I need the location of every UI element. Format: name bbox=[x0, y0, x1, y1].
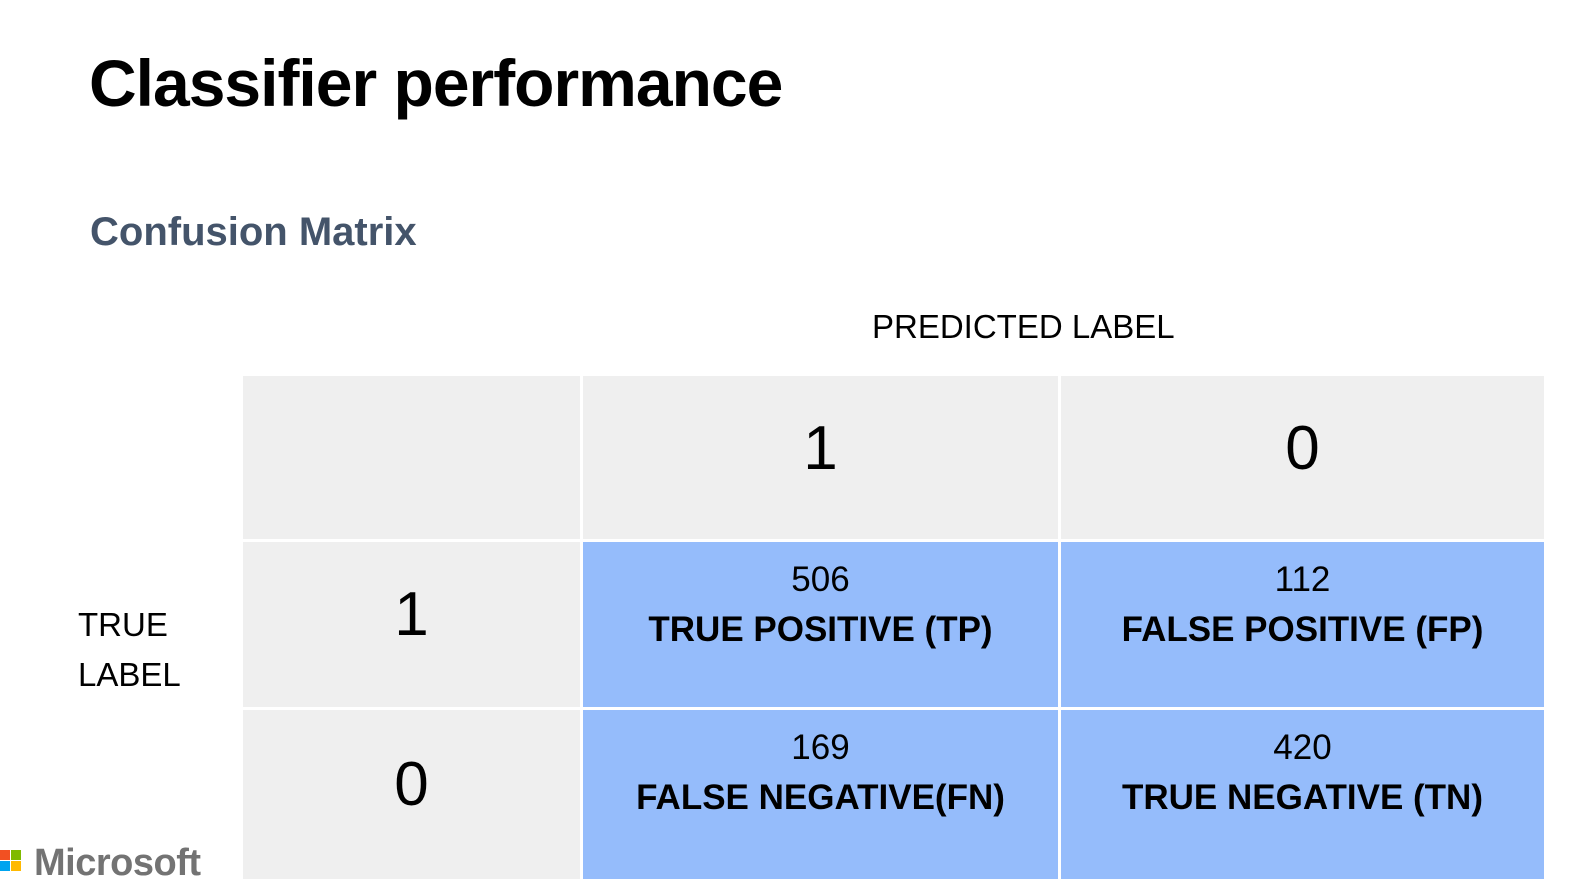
logo-square-green bbox=[11, 850, 21, 860]
true-negative-label: TRUE NEGATIVE (TN) bbox=[1121, 778, 1483, 817]
true-positive-count: 506 bbox=[791, 560, 850, 599]
cell-true-positive: 506 TRUE POSITIVE (TP) bbox=[583, 542, 1058, 707]
true-axis-label-line1: TRUE bbox=[78, 606, 168, 643]
microsoft-squares-icon bbox=[0, 850, 22, 882]
true-positive-label: TRUE POSITIVE (TP) bbox=[648, 610, 993, 649]
true-axis-label: TRUE LABEL bbox=[78, 600, 228, 700]
cell-false-negative: 169 FALSE NEGATIVE(FN) bbox=[583, 710, 1058, 879]
false-negative-count: 169 bbox=[791, 728, 850, 767]
cell-true-negative: 420 TRUE NEGATIVE (TN) bbox=[1061, 710, 1544, 879]
true-axis-label-line2: LABEL bbox=[78, 656, 181, 693]
false-positive-count: 112 bbox=[1274, 560, 1331, 599]
slide-subtitle: Confusion Matrix bbox=[90, 210, 417, 254]
matrix-corner-cell bbox=[243, 376, 580, 539]
row-header-1: 1 bbox=[243, 542, 580, 707]
microsoft-logo: Microsoft bbox=[0, 844, 201, 882]
microsoft-wordmark: Microsoft bbox=[34, 842, 201, 884]
false-positive-label: FALSE POSITIVE (FP) bbox=[1121, 610, 1484, 649]
cell-false-positive: 112 FALSE POSITIVE (FP) bbox=[1061, 542, 1544, 707]
confusion-matrix: 1 0 1 506 TRUE POSITIVE (TP) 112 FALSE P… bbox=[243, 376, 1544, 879]
logo-square-blue bbox=[0, 861, 10, 871]
logo-square-yellow bbox=[11, 861, 21, 871]
slide-title: Classifier performance bbox=[89, 46, 783, 120]
column-header-0: 0 bbox=[1061, 376, 1544, 539]
predicted-axis-label: PREDICTED LABEL bbox=[872, 308, 1175, 345]
column-header-1: 1 bbox=[583, 376, 1058, 539]
row-header-0: 0 bbox=[243, 710, 580, 879]
true-negative-count: 420 bbox=[1273, 728, 1332, 767]
false-negative-label: FALSE NEGATIVE(FN) bbox=[636, 778, 1005, 817]
logo-square-red bbox=[0, 850, 10, 860]
